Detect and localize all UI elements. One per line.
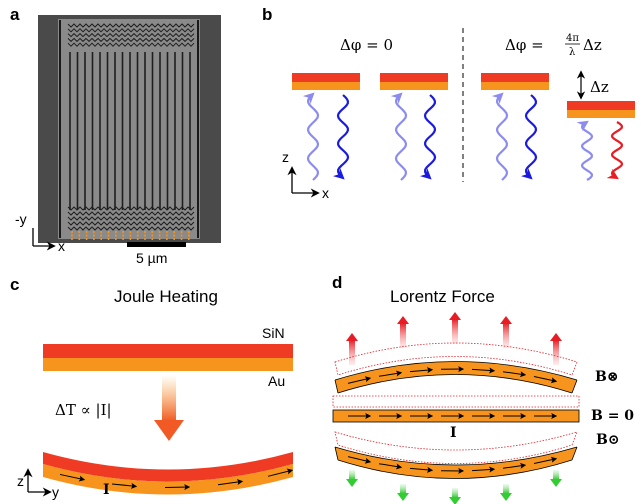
force-arrow-down	[400, 484, 406, 494]
heat-arrow	[154, 375, 184, 441]
current-label-d: I	[450, 425, 457, 441]
svg-text:λ: λ	[569, 47, 576, 58]
current-arrow	[267, 468, 294, 477]
current-arrow	[217, 479, 244, 486]
axis-z-label-c: z	[17, 473, 24, 489]
current-arrow	[471, 367, 496, 374]
force-arrow-down	[452, 488, 458, 498]
field-in-label: B⊗	[595, 369, 619, 385]
svg-text:4π: 4π	[566, 33, 579, 44]
current-arrow	[409, 466, 434, 473]
force-arrow-up	[349, 340, 355, 365]
force-arrow-up	[452, 319, 458, 344]
force-arrow-up	[400, 323, 406, 348]
current-arrow	[347, 456, 372, 464]
svg-text:Δφ =: Δφ =	[505, 36, 544, 54]
panel-label-b: b	[262, 5, 272, 24]
light-waves	[302, 92, 624, 181]
svg-text:Δz: Δz	[583, 36, 602, 54]
mirror-b2	[380, 73, 448, 90]
current-arrow	[471, 466, 496, 473]
axes-c: z y	[17, 468, 59, 500]
axis-z-label-b: z	[282, 149, 289, 165]
panel-c-title: Joule Heating	[114, 287, 218, 306]
mirror-b3	[481, 73, 549, 90]
bent-bilayer	[43, 452, 293, 495]
current-arrow	[111, 482, 138, 489]
label-sin: SiN	[262, 325, 285, 341]
beam-down	[334, 431, 578, 479]
current-arrow	[502, 462, 527, 469]
beam-flat	[332, 395, 580, 423]
label-au: Au	[268, 373, 285, 389]
mirror-b1	[292, 73, 360, 90]
force-arrows-down	[346, 470, 562, 504]
sem-image	[38, 15, 221, 243]
orange-contact-markers	[71, 231, 190, 241]
current-arrow	[502, 371, 527, 378]
scale-bar-label: 5 µm	[136, 250, 167, 266]
current-arrow	[533, 456, 558, 465]
delta-z-arrow: Δz	[576, 70, 609, 100]
axis-y-label-c: y	[52, 484, 59, 500]
phase-left: Δφ = 0	[340, 36, 393, 54]
panel-label-a: a	[10, 5, 20, 24]
current-arrows-down	[347, 456, 558, 474]
joule-relation: ΔT ∝ |I|	[55, 401, 112, 419]
force-arrow-down	[503, 484, 509, 494]
force-arrow-up	[553, 340, 559, 365]
panel-d-title: Lorentz Force	[390, 287, 495, 306]
axes-a: -y x	[15, 211, 65, 254]
beam-up	[334, 342, 578, 394]
current-arrow	[378, 370, 403, 377]
delta-z-label: Δz	[590, 78, 609, 96]
panel-label-d: d	[332, 273, 342, 292]
current-arrows-c	[59, 468, 294, 491]
force-arrows-up	[346, 312, 562, 365]
field-out-label: B⊙	[596, 432, 620, 448]
current-arrow	[378, 463, 403, 470]
axis-neg-y-label: -y	[15, 211, 27, 227]
panel-label-c: c	[10, 275, 19, 294]
axes-b: z x	[282, 149, 329, 201]
field-zero-label: B = 0	[591, 408, 634, 424]
axis-x-label-a: x	[58, 238, 65, 254]
current-arrow	[59, 473, 86, 482]
scale-bar: 5 µm	[127, 242, 186, 266]
flat-bilayer	[43, 344, 293, 371]
current-arrow	[409, 367, 434, 374]
current-arrow	[347, 376, 372, 384]
axis-x-label-b: x	[322, 185, 329, 201]
sem-meander	[59, 20, 199, 238]
current-arrow	[533, 375, 558, 384]
mirror-b4	[567, 101, 635, 118]
current-arrows-up	[347, 366, 558, 384]
force-arrow-up	[503, 323, 509, 348]
force-arrow-down	[349, 470, 355, 480]
force-arrow-down	[553, 470, 559, 480]
phase-right: Δφ = 4π λ Δz	[505, 33, 602, 58]
current-label-c: I	[103, 482, 110, 498]
